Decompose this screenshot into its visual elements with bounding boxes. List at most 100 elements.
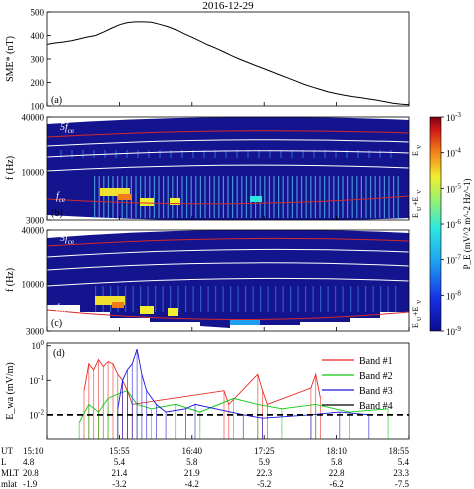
wave-streak xyxy=(112,176,114,218)
wave-streak xyxy=(232,176,234,218)
wave-streak xyxy=(137,150,139,158)
ephemeris-value: 15:55 xyxy=(109,446,130,456)
wave-streak xyxy=(379,176,381,218)
ephemeris-value: 20.8 xyxy=(23,468,39,478)
wave-streak xyxy=(291,176,293,218)
wave-streak xyxy=(280,150,282,158)
wave-streak xyxy=(185,286,187,312)
wave-streak xyxy=(324,176,326,218)
side-label-e: E xyxy=(411,323,420,328)
wave-streak xyxy=(268,176,270,218)
panel-b-frame xyxy=(46,116,410,221)
wave-streak xyxy=(350,286,352,312)
wave-streak xyxy=(107,176,109,218)
series-line-band-3 xyxy=(117,348,369,419)
panel-a-ylabel: SME* (nT) xyxy=(5,36,16,82)
wave-streak xyxy=(192,286,194,312)
wave-streak xyxy=(374,176,376,218)
side-label-e: E xyxy=(411,151,420,156)
y-tick-label: 200 xyxy=(31,78,45,88)
panel-b-curve-label-lower: fce xyxy=(56,191,65,204)
colorbar-label: P_E (mV^2 m^-2 Hz^-1) xyxy=(462,179,472,270)
wave-streak xyxy=(368,150,370,158)
wave-streak xyxy=(153,176,155,218)
wave-streak xyxy=(241,176,243,218)
wave-streak xyxy=(301,176,303,218)
harmonic-curve-4fce xyxy=(47,248,409,258)
ephemeris-value: -5.2 xyxy=(257,479,271,489)
y-tick-label: 10000 xyxy=(22,168,45,178)
wave-streak xyxy=(282,176,284,218)
side-label-v: V xyxy=(417,299,423,304)
harmonic-curve-3fce xyxy=(47,262,409,271)
ephemeris-value: 16:40 xyxy=(182,446,203,456)
colorbar-tick-label: 10-5 xyxy=(446,182,461,194)
panel-b-side-labels: E V E U +E V xyxy=(411,144,423,218)
wave-streak xyxy=(144,176,146,218)
y-tick-label: 40000 xyxy=(22,113,45,123)
chorus-patch xyxy=(100,188,130,196)
harmonic-curve-2fce xyxy=(47,277,409,287)
panel-c: 3000 10000 40000 5fce fce (c) f (Hz) E U +… xyxy=(5,226,423,337)
legend: Band #1 Band #2 Band #3 Band #4 xyxy=(322,356,393,412)
legend-item: Band #1 xyxy=(359,356,393,367)
wave-streak xyxy=(167,176,169,218)
wave-streak xyxy=(148,150,150,158)
wave-streak xyxy=(379,150,381,158)
wave-streak xyxy=(147,286,149,312)
panel-b-chorus-patches xyxy=(100,188,262,206)
wave-streak xyxy=(372,286,374,312)
panel-c-label: (c) xyxy=(51,318,62,329)
panel-c-frame xyxy=(46,229,410,332)
wave-streak xyxy=(172,176,174,218)
wave-streak xyxy=(158,176,160,218)
wave-streak xyxy=(296,176,298,218)
wave-streak xyxy=(314,176,316,218)
side-label-u: U xyxy=(417,316,423,321)
wave-streak xyxy=(207,286,209,312)
wave-streak xyxy=(267,286,269,312)
harmonic-curve-3fce xyxy=(47,150,409,158)
ephemeris-value: -1.9 xyxy=(23,479,38,489)
colorbar-tick-label: 10-3 xyxy=(446,111,461,123)
wave-streak xyxy=(324,150,326,158)
chorus-patch xyxy=(140,198,154,206)
ephemeris-label: MLT xyxy=(1,468,20,478)
colorbar-tick-label: 10-4 xyxy=(446,147,461,159)
panel-c-curve-label-lower: fce xyxy=(56,303,65,316)
panel-b-spectrogram xyxy=(47,117,409,220)
sme-line xyxy=(47,21,409,106)
wave-streak xyxy=(365,286,367,312)
wave-streak xyxy=(103,176,105,218)
chorus-patch xyxy=(112,302,124,308)
wave-streak xyxy=(387,286,389,312)
wave-streak xyxy=(82,150,84,158)
panel-b-curve-label-upper: 5fce xyxy=(60,122,74,135)
wave-streak xyxy=(327,286,329,312)
wave-streak xyxy=(225,150,227,158)
ephemeris-label: mlat xyxy=(1,479,17,489)
wave-streak xyxy=(93,150,95,158)
wave-streak xyxy=(252,286,254,312)
wave-streak xyxy=(140,176,142,218)
panel-a: 100 200 300 400 500 (a) SME* (nT) xyxy=(5,8,410,112)
wave-streak xyxy=(260,286,262,312)
wave-streak xyxy=(395,286,397,312)
ephemeris-value: 5.4 xyxy=(114,457,126,467)
colorbar-tick-label: 10-9 xyxy=(446,325,461,337)
wave-streak xyxy=(162,286,164,312)
side-label-v: V xyxy=(417,189,423,194)
wave-streak xyxy=(297,286,299,312)
side-label-e: E xyxy=(411,213,420,218)
legend-item: Band #3 xyxy=(359,386,393,397)
chorus-patch xyxy=(95,296,125,305)
wave-streak xyxy=(209,176,211,218)
side-label-u: U xyxy=(417,206,423,211)
panel-c-chorus-patches xyxy=(95,296,260,325)
ephemeris-value: 22.8 xyxy=(329,468,345,478)
wave-streak xyxy=(273,176,275,218)
panel-d-ylabel: E_wa (mV/m) xyxy=(5,362,16,420)
wave-streak xyxy=(390,150,392,158)
